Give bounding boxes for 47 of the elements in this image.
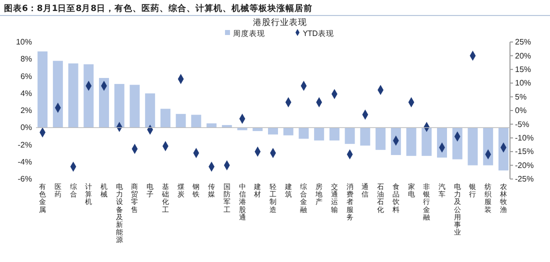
chart-subtitle: 港股行业表现 (253, 17, 307, 28)
y2-tick-label: -10% (515, 133, 534, 142)
y-tick-label: 0% (20, 123, 32, 132)
bar (145, 93, 156, 128)
bar (452, 128, 462, 160)
bar (84, 64, 94, 128)
y-tick-label: 8% (20, 54, 32, 64)
y2-tick-label: 0% (515, 106, 527, 116)
bar (422, 128, 432, 156)
y2-tick-label: -25% (515, 174, 534, 184)
bar (498, 128, 508, 170)
bar (468, 128, 478, 166)
y2-tick-label: 25% (515, 38, 532, 47)
y-tick-label: 4% (20, 88, 32, 98)
bar (176, 114, 186, 128)
bar (98, 78, 109, 128)
bar (130, 84, 140, 128)
bar (268, 128, 278, 134)
bar (191, 114, 202, 128)
bar (483, 128, 494, 166)
bar (298, 128, 309, 139)
bar (283, 128, 294, 136)
y-tick-label: -6% (18, 174, 32, 184)
bar (406, 128, 416, 156)
y-tick-label: -4% (18, 157, 32, 166)
bar (114, 84, 124, 128)
bar (68, 63, 78, 128)
y2-tick-label: -5% (515, 120, 530, 129)
y2-tick-label: 5% (515, 92, 527, 102)
y2-tick-label: 10% (515, 78, 532, 88)
y-tick-label: -2% (18, 140, 32, 150)
chart-title: 图表6：8月1日至8月8日，有色、医药、综合、计算机、机械等板块涨幅居前 (4, 3, 313, 14)
y2-tick-label: -20% (515, 160, 534, 170)
bar (314, 128, 324, 140)
bar (344, 128, 355, 144)
bar (52, 60, 63, 128)
y-tick-label: 10% (16, 38, 32, 47)
bar (360, 128, 370, 146)
y2-tick-label: 20% (515, 51, 532, 60)
y2-tick-label: 15% (515, 64, 532, 74)
bar (160, 108, 170, 128)
y-tick-label: 6% (20, 72, 32, 81)
y-tick-label: 2% (20, 106, 32, 116)
bar (329, 128, 340, 140)
bar (376, 128, 386, 150)
y2-tick-label: -15% (515, 147, 534, 156)
bar (38, 51, 48, 128)
